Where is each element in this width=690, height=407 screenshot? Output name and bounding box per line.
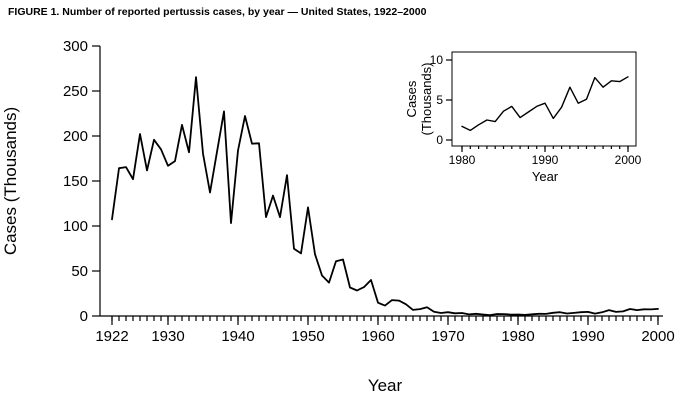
- inset-y-tick-label: 0: [436, 133, 443, 147]
- inset-series-line: [461, 76, 629, 132]
- inset-y-tick-label: 10: [430, 53, 444, 67]
- main-y-tick-label: 200: [63, 128, 88, 145]
- main-x-axis-label: Year: [368, 376, 403, 395]
- main-y-tick-label: 250: [63, 83, 88, 100]
- main-series-line: [111, 76, 659, 317]
- inset-x-tick-label: 2000: [615, 153, 642, 167]
- inset-y-tick-label: 5: [436, 93, 443, 107]
- main-y-tick-label: 150: [63, 173, 88, 190]
- inset-x-axis-label: Year: [532, 169, 559, 184]
- main-x-tick-label: 1990: [571, 328, 604, 345]
- inset-plot-box: [451, 51, 637, 147]
- inset-y-axis-label-line1: Cases: [404, 80, 419, 117]
- main-y-tick-label: 0: [80, 308, 88, 325]
- main-x-tick-label: 1930: [151, 328, 184, 345]
- main-y-tick-label: 50: [71, 263, 88, 280]
- main-x-tick-label: 1980: [501, 328, 534, 345]
- main-x-tick-label: 1950: [291, 328, 324, 345]
- inset-x-tick-label: 1980: [449, 153, 476, 167]
- main-x-tick-label: 1960: [361, 328, 394, 345]
- main-y-axis-ticks: 0 50 100 150 200 250 300: [63, 38, 100, 325]
- main-x-axis-ticks: 1922 1930 1940 1950 1960 1970 1980 1990 2000: [95, 316, 675, 345]
- main-y-tick-label: 300: [63, 38, 88, 55]
- main-x-tick-label: 1922: [95, 328, 128, 345]
- inset-y-axis-label-line2: (Thousands): [419, 63, 434, 136]
- inset-x-tick-label: 1990: [532, 153, 559, 167]
- main-x-tick-label: 2000: [641, 328, 674, 345]
- inset-plot: 0 5 10 1980 1990 2000: [430, 51, 642, 167]
- main-x-tick-label: 1970: [431, 328, 464, 345]
- main-x-tick-label: 1940: [221, 328, 254, 345]
- main-y-axis-label: Cases (Thousands): [1, 107, 20, 255]
- main-y-tick-label: 100: [63, 218, 88, 235]
- figure-title: FIGURE 1. Number of reported pertussis c…: [8, 6, 427, 18]
